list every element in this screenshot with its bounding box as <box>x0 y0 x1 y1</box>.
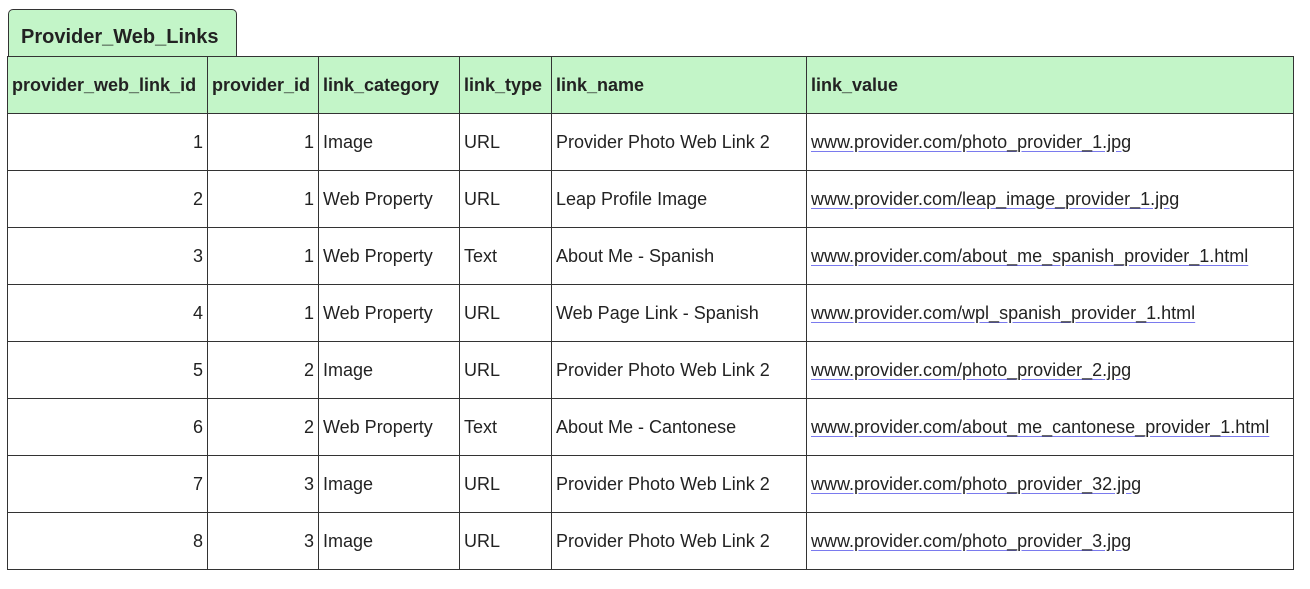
cell-link-name: Provider Photo Web Link 2 <box>551 341 807 399</box>
cell-link-name: Web Page Link - Spanish <box>551 284 807 342</box>
cell-link-type: URL <box>459 113 552 171</box>
cell-link-name: Provider Photo Web Link 2 <box>551 455 807 513</box>
cell-link-type: URL <box>459 341 552 399</box>
column-header-link-category: link_category <box>318 56 460 114</box>
link-value[interactable]: www.provider.com/photo_provider_1.jpg <box>811 131 1132 152</box>
cell-provider-id: 2 <box>207 398 319 456</box>
column-header-link-type: link_type <box>459 56 552 114</box>
link-value[interactable]: www.provider.com/about_me_cantonese_prov… <box>811 416 1270 437</box>
cell-provider-id: 3 <box>207 455 319 513</box>
cell-provider-web-link-id: 8 <box>7 512 208 570</box>
table-row: 8 3 Image URL Provider Photo Web Link 2 www.p… <box>7 512 1294 570</box>
link-value[interactable]: www.provider.com/leap_image_provider_1.j… <box>811 188 1180 209</box>
cell-provider-web-link-id: 3 <box>7 227 208 285</box>
cell-provider-id: 1 <box>207 170 319 228</box>
link-value[interactable]: www.provider.com/photo_provider_3.jpg <box>811 530 1132 551</box>
cell-link-name: About Me - Spanish <box>551 227 807 285</box>
cell-link-value: www.provider.com/photo_provider_2.jpg <box>806 341 1294 399</box>
cell-link-value: www.provider.com/photo_provider_3.jpg <box>806 512 1294 570</box>
cell-link-category: Web Property <box>318 227 460 285</box>
cell-link-type: Text <box>459 227 552 285</box>
column-header-link-value: link_value <box>806 56 1294 114</box>
table-row: 1 1 Image URL Provider Photo Web Link 2 www.p… <box>7 113 1294 171</box>
cell-link-name: Provider Photo Web Link 2 <box>551 113 807 171</box>
table-row: 2 1 Web Property URL Leap Profile Image www.p… <box>7 170 1294 228</box>
column-header-provider-web-link-id: provider_web_link_id <box>7 56 208 114</box>
cell-provider-id: 1 <box>207 227 319 285</box>
cell-link-value: www.provider.com/about_me_cantonese_prov… <box>806 398 1294 456</box>
table-row: 4 1 Web Property URL Web Page Link - Spanish… <box>7 284 1294 342</box>
table-row: 6 2 Web Property Text About Me - Cantonese ww… <box>7 398 1294 456</box>
cell-link-category: Web Property <box>318 398 460 456</box>
cell-link-value: www.provider.com/photo_provider_1.jpg <box>806 113 1294 171</box>
cell-provider-web-link-id: 2 <box>7 170 208 228</box>
cell-link-value: www.provider.com/about_me_spanish_provid… <box>806 227 1294 285</box>
cell-provider-web-link-id: 4 <box>7 284 208 342</box>
cell-link-category: Image <box>318 512 460 570</box>
link-value[interactable]: www.provider.com/photo_provider_32.jpg <box>811 473 1142 494</box>
cell-link-type: URL <box>459 455 552 513</box>
cell-link-type: URL <box>459 170 552 228</box>
cell-link-category: Web Property <box>318 170 460 228</box>
table-title-tab: Provider_Web_Links <box>8 9 237 56</box>
column-header-provider-id: provider_id <box>207 56 319 114</box>
table-row: 7 3 Image URL Provider Photo Web Link 2 www.p… <box>7 455 1294 513</box>
cell-provider-id: 1 <box>207 284 319 342</box>
provider-web-links-table: provider_web_link_id provider_id link_cate… <box>7 56 1294 570</box>
link-value[interactable]: www.provider.com/wpl_spanish_provider_1.… <box>811 302 1196 323</box>
table-row: 3 1 Web Property Text About Me - Spanish www.… <box>7 227 1294 285</box>
cell-link-name: Provider Photo Web Link 2 <box>551 512 807 570</box>
cell-provider-id: 1 <box>207 113 319 171</box>
cell-provider-web-link-id: 5 <box>7 341 208 399</box>
cell-link-type: URL <box>459 284 552 342</box>
cell-link-name: Leap Profile Image <box>551 170 807 228</box>
cell-link-type: URL <box>459 512 552 570</box>
cell-provider-web-link-id: 6 <box>7 398 208 456</box>
cell-link-category: Image <box>318 113 460 171</box>
cell-link-value: www.provider.com/photo_provider_32.jpg <box>806 455 1294 513</box>
cell-provider-web-link-id: 7 <box>7 455 208 513</box>
table-row: 5 2 Image URL Provider Photo Web Link 2 www.p… <box>7 341 1294 399</box>
cell-provider-web-link-id: 1 <box>7 113 208 171</box>
cell-link-name: About Me - Cantonese <box>551 398 807 456</box>
cell-link-type: Text <box>459 398 552 456</box>
column-header-link-name: link_name <box>551 56 807 114</box>
cell-link-value: www.provider.com/wpl_spanish_provider_1.… <box>806 284 1294 342</box>
cell-link-category: Image <box>318 455 460 513</box>
header-row: provider_web_link_id provider_id link_cate… <box>7 56 1294 114</box>
link-value[interactable]: www.provider.com/about_me_spanish_provid… <box>811 245 1249 266</box>
link-value[interactable]: www.provider.com/photo_provider_2.jpg <box>811 359 1132 380</box>
cell-link-value: www.provider.com/leap_image_provider_1.j… <box>806 170 1294 228</box>
cell-provider-id: 2 <box>207 341 319 399</box>
cell-link-category: Web Property <box>318 284 460 342</box>
cell-provider-id: 3 <box>207 512 319 570</box>
cell-link-category: Image <box>318 341 460 399</box>
